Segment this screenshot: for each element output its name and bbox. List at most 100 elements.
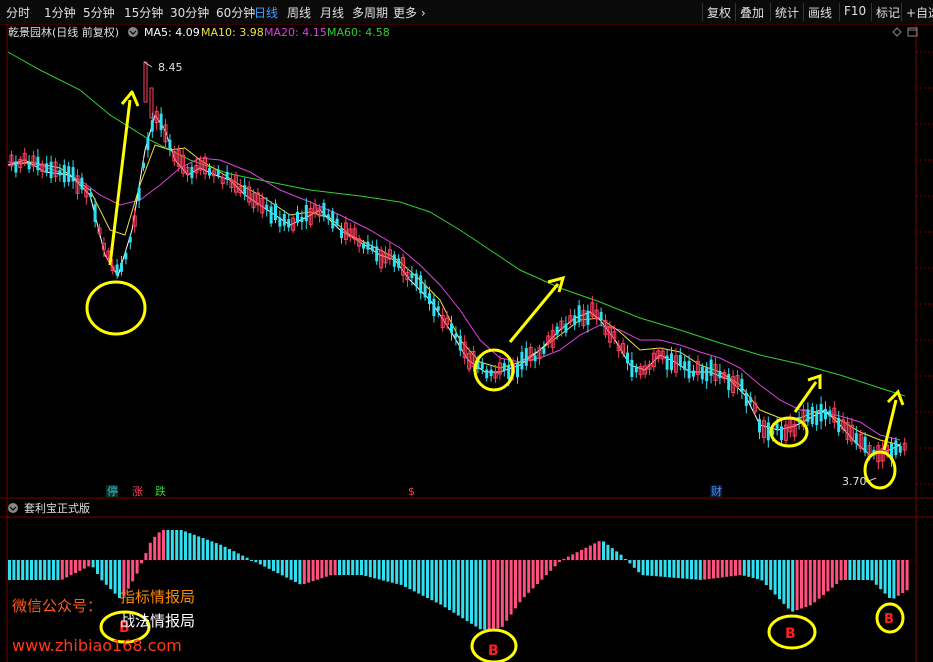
arrow-head — [120, 90, 140, 107]
histogram-bar — [276, 560, 280, 574]
period-tab-10[interactable]: 更多 › — [393, 6, 426, 20]
histogram-bar — [597, 541, 601, 560]
histogram-bar — [184, 531, 187, 560]
tool-button-0[interactable]: 复权 — [707, 6, 732, 20]
candle-body — [308, 208, 313, 225]
kline-chart[interactable]: 乾景园林(日线 前复权) MA5: 4.09 MA10: 3.98 MA20: … — [0, 24, 933, 662]
histogram-bar — [456, 560, 460, 616]
histogram-bar — [153, 536, 157, 560]
histogram-bar — [166, 530, 170, 560]
buy-signals: B B B B — [99, 602, 905, 662]
candlesticks[interactable] — [9, 61, 907, 470]
candle-body — [387, 249, 392, 260]
period-tab-9[interactable]: 多周期 — [352, 6, 389, 20]
period-tab-5[interactable]: 60分钟 — [216, 6, 256, 20]
histogram-bar — [254, 560, 258, 563]
candle-body — [749, 397, 753, 403]
window-icon[interactable] — [907, 27, 918, 37]
candle-body — [819, 403, 823, 422]
period-tab-3[interactable]: 15分钟 — [124, 6, 164, 20]
candle-body — [673, 355, 678, 373]
candle-body — [806, 409, 810, 422]
tool-button-2[interactable]: 统计 — [775, 6, 800, 20]
histogram-bar — [302, 560, 306, 585]
settings-icon[interactable] — [128, 27, 138, 37]
histogram-bar — [751, 560, 755, 578]
histogram-bar — [148, 542, 152, 560]
candle-body — [142, 162, 145, 168]
histogram-bar — [773, 560, 777, 595]
tool-button-6[interactable]: +自选 — [906, 6, 933, 20]
histogram-bar — [505, 560, 509, 621]
ma60-line — [7, 51, 906, 397]
histogram-bar — [236, 553, 240, 560]
histogram-bar — [113, 560, 117, 594]
event-markers[interactable]: 停 涨 跌 $ 财 — [106, 484, 722, 498]
period-tab-4[interactable]: 30分钟 — [170, 6, 210, 20]
histogram-bar — [540, 560, 544, 580]
candle-body — [898, 446, 902, 453]
histogram-bar — [324, 560, 328, 577]
candle-body — [607, 325, 612, 343]
histogram-bar — [553, 560, 557, 567]
toolbar-separator — [770, 3, 771, 21]
candle-body — [890, 443, 893, 461]
indicator-histogram[interactable] — [8, 530, 909, 630]
buy-signal-circle — [470, 628, 518, 662]
tool-button-3[interactable]: 画线 — [808, 6, 833, 20]
histogram-bar — [30, 560, 33, 580]
histogram-bar — [12, 560, 16, 580]
histogram-bar — [188, 533, 192, 560]
tool-button-1[interactable]: 叠加 — [740, 6, 765, 20]
tool-button-4[interactable]: F10 — [844, 4, 867, 18]
candle-body — [845, 421, 850, 440]
histogram-bar — [602, 541, 605, 560]
candle-body — [229, 179, 234, 188]
candle-body — [198, 159, 203, 171]
histogram-bar — [82, 560, 86, 569]
candle-body — [40, 163, 45, 172]
period-tab-1[interactable]: 1分钟 — [44, 6, 76, 20]
candle-body — [705, 367, 709, 382]
histogram-bar — [742, 560, 746, 576]
period-tab-7[interactable]: 周线 — [287, 6, 312, 20]
histogram-bar — [430, 560, 434, 601]
candle-body — [31, 155, 36, 167]
histogram-bar — [804, 560, 808, 607]
period-tab-8[interactable]: 月线 — [320, 6, 345, 20]
period-tab-6[interactable]: 日线 — [254, 6, 279, 20]
event-limit-up[interactable]: 涨 — [132, 485, 143, 498]
circle-annotation — [863, 450, 897, 490]
candle-body — [208, 168, 211, 176]
histogram-bar — [703, 560, 707, 580]
histogram-bar — [461, 560, 465, 619]
histogram-bar — [144, 553, 148, 560]
histogram-bar — [298, 560, 302, 585]
event-finance[interactable]: 财 — [711, 484, 722, 498]
candle-body — [110, 265, 115, 271]
indicator-toggle-icon[interactable] — [8, 503, 18, 513]
diamond-icon[interactable] — [892, 27, 902, 37]
tool-button-5[interactable]: 标记 — [876, 6, 901, 20]
candle-body — [304, 205, 308, 222]
candle-body — [137, 187, 141, 201]
event-suspend[interactable]: 停 — [107, 484, 118, 498]
histogram-bar — [351, 560, 355, 575]
histogram-bar — [21, 560, 25, 580]
histogram-bar — [245, 557, 249, 560]
candle-body — [89, 193, 93, 198]
histogram-bar — [368, 560, 372, 578]
histogram-bar — [34, 560, 38, 580]
histogram-bar — [329, 560, 333, 576]
high-price-label: 8.45 — [158, 61, 183, 74]
event-limit-down[interactable]: 跌 — [155, 484, 166, 498]
histogram-bar — [901, 560, 905, 593]
histogram-bar — [232, 551, 236, 560]
candle-body — [902, 442, 907, 451]
period-tab-2[interactable]: 5分钟 — [83, 6, 115, 20]
candle-body — [761, 420, 766, 438]
event-dividend[interactable]: $ — [408, 485, 415, 498]
histogram-bar — [637, 560, 641, 573]
period-tab-0[interactable]: 分时 — [6, 6, 31, 20]
candle-body — [440, 314, 445, 329]
